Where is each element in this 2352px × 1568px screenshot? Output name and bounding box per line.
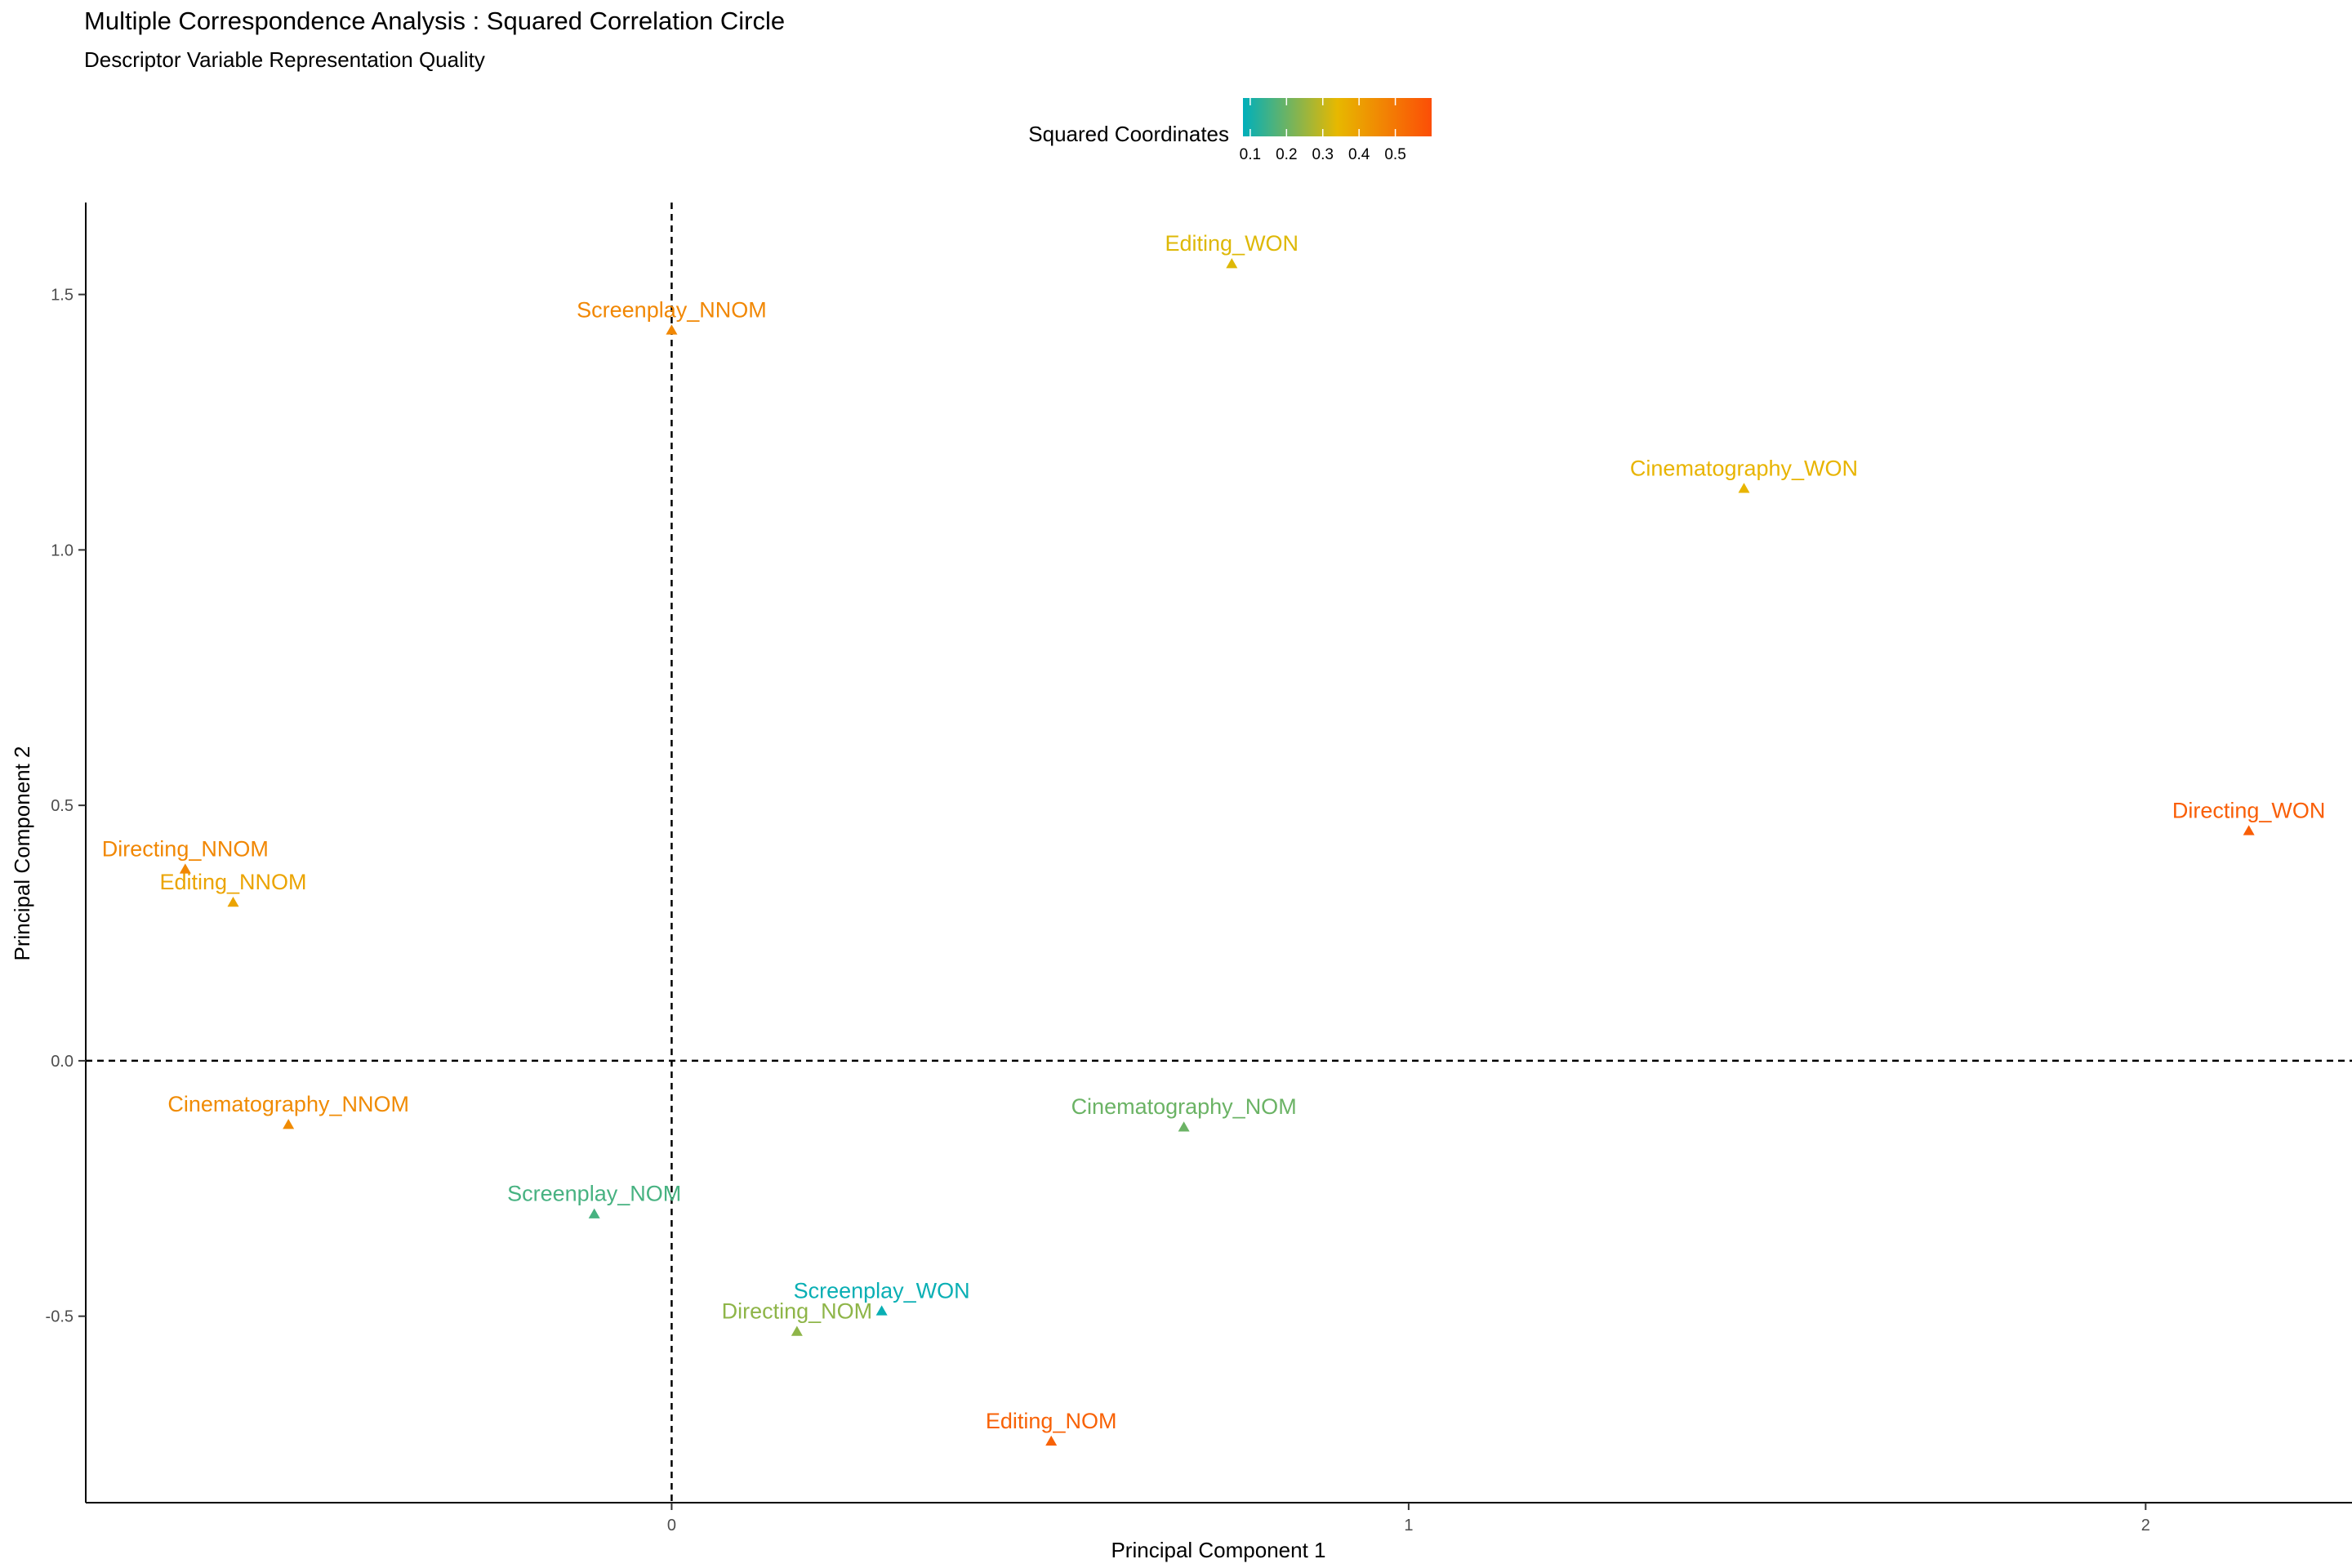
chart-subtitle: Descriptor Variable Representation Quali… [84,47,485,72]
legend-color-bar [1243,98,1432,136]
data-point-label: Screenplay_NNOM [577,297,767,322]
x-tick-label: 1 [1404,1517,1413,1535]
x-tick-label: 2 [2141,1517,2150,1535]
data-point-marker [875,1305,888,1316]
x-axis-title: Principal Component 1 [1111,1538,1325,1562]
reference-lines [86,203,2352,1503]
data-point-label: Cinematography_WON [1630,456,1858,480]
data-point-label: Editing_NOM [986,1409,1117,1433]
data-point-marker [1738,483,1750,493]
data-point-label: Directing_WON [2172,798,2326,822]
data-point-marker [1226,258,1238,269]
data-point-label: Cinematography_NOM [1071,1094,1297,1119]
legend-tick-label: 0.4 [1348,146,1370,163]
y-tick-label: 0.5 [51,797,74,815]
axes: 0 1 2 -0.5 0.0 0.5 1.0 1.5 Principal Component… [10,203,2352,1562]
data-point-label: Directing_NOM [722,1298,873,1323]
data-point-marker [588,1208,600,1218]
legend-ticks: 0.1 0.2 0.3 0.4 0.5 [1240,98,1406,163]
data-point-label: Screenplay_WON [794,1278,970,1303]
data-point-label: Cinematography_NNOM [167,1092,409,1116]
x-axis-ticks: 0 1 2 [667,1503,2150,1535]
data-point-marker [666,324,678,335]
data-point-marker [227,896,239,907]
data-point-label: Editing_WON [1165,231,1299,256]
y-axis-title: Principal Component 2 [10,746,34,960]
y-axis-ticks: -0.5 0.0 0.5 1.0 1.5 [46,287,86,1326]
data-point-marker [283,1119,295,1129]
legend: Squared Coordinates 0.1 0.2 0.3 0.4 0.5 [1028,98,1432,163]
data-point-marker [1178,1121,1190,1132]
data-point-label: Editing_NNOM [159,870,306,894]
x-tick-label: 0 [667,1517,676,1535]
y-tick-label: 0.0 [51,1053,74,1071]
y-tick-label: -0.5 [46,1308,74,1326]
chart-title: Multiple Correspondence Analysis : Squar… [84,7,786,35]
y-tick-label: 1.5 [51,287,74,305]
y-tick-label: 1.0 [51,541,74,559]
legend-tick-label: 0.3 [1312,146,1334,163]
data-point-marker [2243,825,2255,835]
data-point-marker [1045,1435,1058,1446]
data-point-label: Screenplay_NOM [507,1182,681,1206]
data-points: Editing_WON Screenplay_NNOM Cinematography… [102,231,2326,1446]
data-point-marker [791,1325,803,1336]
legend-tick-label: 0.5 [1384,146,1405,163]
legend-tick-label: 0.1 [1240,146,1261,163]
data-point-label: Directing_NNOM [102,836,269,861]
legend-tick-label: 0.2 [1276,146,1297,163]
data-point-marker [179,863,191,874]
legend-title: Squared Coordinates [1028,122,1229,146]
